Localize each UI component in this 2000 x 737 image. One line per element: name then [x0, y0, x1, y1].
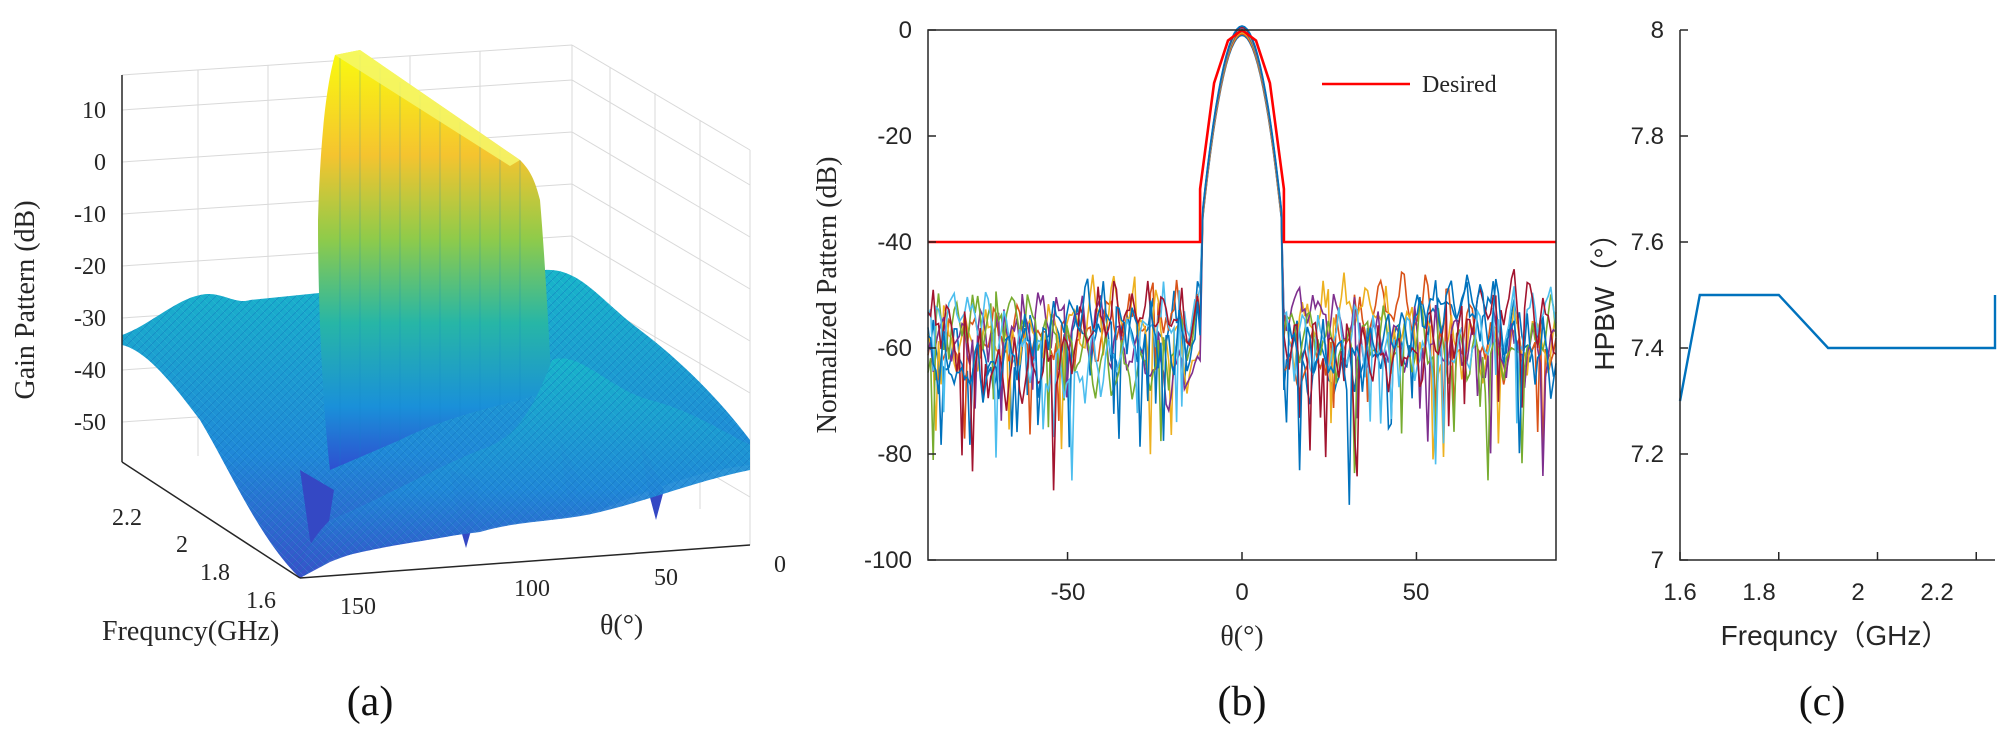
panel-a-x-ticks: 150 100 50 0 [340, 552, 786, 620]
legend-desired-label: Desired [1422, 72, 1497, 98]
panel-b-desired-mask [928, 28, 1556, 244]
panel-b-x-label: θ(°) [1220, 621, 1263, 652]
panel-c-y-tick: 7.6 [1631, 229, 1664, 256]
panel-a-y-tick: 2 [176, 532, 188, 558]
panel-a-z-tick: 10 [82, 98, 106, 124]
panel-b-y-tick: -100 [864, 547, 912, 574]
panel-c-x-tick: 1.8 [1742, 579, 1775, 606]
panel-a-z-tick: -20 [74, 254, 106, 280]
panel-a-x-tick: 150 [340, 594, 376, 620]
panel-b-line-chart: 0 -20 -40 -60 -80 -100 -50 0 50 Normaliz… [812, 17, 1557, 725]
panel-c-label: (c) [1799, 679, 1846, 725]
panel-a-z-tick: -50 [74, 410, 106, 436]
panel-c-y-ticks: 8 7.8 7.6 7.4 7.2 7 [1631, 17, 1664, 574]
panel-c-y-tick: 7.8 [1631, 123, 1664, 150]
panel-b-y-ticks: 0 -20 -40 -60 -80 -100 [864, 17, 912, 574]
panel-a-x-tick: 0 [774, 552, 786, 578]
panel-a-y-tick: 1.8 [200, 560, 230, 586]
panel-a-3d-surface: 10 0 -10 -20 -30 -40 -50 2.2 2 1.8 1.6 1… [10, 44, 786, 725]
panel-b-y-tick: 0 [899, 17, 912, 44]
panel-b-x-tick: -50 [1051, 579, 1086, 606]
panel-b-x-tick: 50 [1403, 579, 1430, 606]
panel-c-y-tick: 7.2 [1631, 441, 1664, 468]
panel-b-y-tick: -40 [877, 229, 912, 256]
panel-a-x-tick: 50 [654, 565, 678, 591]
panel-a-z-label: Gain Pattern (dB) [10, 200, 41, 399]
panel-c-tick-marks [1679, 29, 1977, 561]
panel-b-series-line [927, 31, 1557, 460]
panel-c-hpbw-line [1678, 293, 1997, 402]
panel-c-line-chart: 8 7.8 7.6 7.4 7.2 7 1.6 1.8 2 2.2 HPBW（°… [1589, 17, 1997, 725]
panel-a-x-label: θ(°) [600, 610, 643, 641]
panel-b-series-line [927, 26, 1557, 491]
panel-c-y-tick: 7.4 [1631, 335, 1664, 362]
panel-a-y-label: Frequncy(GHz) [102, 616, 279, 647]
panel-c-x-ticks: 1.6 1.8 2 2.2 [1663, 579, 1953, 606]
panel-b-series-line [927, 25, 1557, 505]
panel-b-x-tick: 0 [1235, 579, 1248, 606]
panel-b-y-tick: -20 [877, 123, 912, 150]
panel-b-y-label: Normalized Pattern (dB) [812, 157, 843, 434]
panel-a-z-tick: -30 [74, 306, 106, 332]
panel-b-y-tick: -60 [877, 335, 912, 362]
panel-c-x-tick: 1.6 [1663, 579, 1696, 606]
panel-b-y-tick: -80 [877, 441, 912, 468]
panel-b-tick-marks [928, 29, 1418, 561]
panel-a-y-tick: 2.2 [112, 505, 142, 531]
panel-b-label: (b) [1218, 679, 1267, 725]
panel-c-y-tick: 7 [1651, 547, 1664, 574]
panel-c-x-tick: 2 [1851, 579, 1864, 606]
panel-a-x-tick: 100 [514, 576, 550, 602]
panel-a-z-ticks: 10 0 -10 -20 -30 -40 -50 [74, 98, 106, 436]
panel-a-y-ticks: 2.2 2 1.8 1.6 [112, 505, 276, 614]
panel-b-series-line [927, 30, 1557, 477]
panel-b-x-ticks: -50 0 50 [1051, 579, 1430, 606]
panel-c-x-tick: 2.2 [1920, 579, 1953, 606]
panel-a-y-tick: 1.6 [246, 588, 276, 614]
panel-a-z-tick: -10 [74, 202, 106, 228]
panel-c-y-label: HPBW（°） [1589, 219, 1620, 370]
panel-c-x-label: Frequncy（GHz） [1721, 620, 1950, 651]
panel-c-y-tick: 8 [1651, 17, 1664, 44]
panel-a-z-tick: 0 [94, 150, 106, 176]
panel-a-label: (a) [347, 679, 394, 725]
panel-b-series-line [927, 34, 1557, 448]
panel-b-legend: Desired [1322, 72, 1497, 98]
panel-a-z-tick: -40 [74, 358, 106, 384]
